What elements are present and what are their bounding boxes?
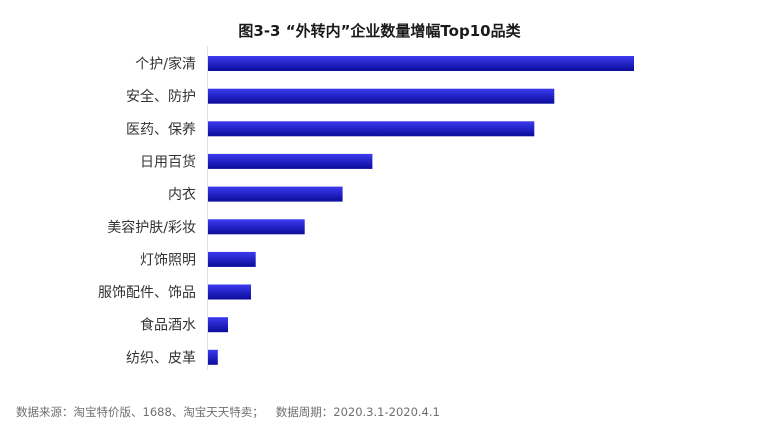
bar [208,88,555,104]
category-label: 美容护肤/彩妆 [107,219,196,236]
bar [208,349,218,365]
category-label: 医药、保养 [126,122,196,138]
footnote: 数据来源：淘宝特价版、1688、淘宝天天特卖； 数据周期：2020.3.1-202… [16,404,440,420]
category-label: 灯饰照明 [140,252,196,268]
chart-title: 图3-3 “外转内”企业数量增幅Top10品类 [238,22,521,40]
category-label: 个护/家清 [135,56,196,73]
category-labels-layer: 个护/家清安全、防护医药、保养日用百货内衣美容护肤/彩妆灯饰照明服饰配件、饰品食… [98,56,196,367]
footnote-source: 数据来源：淘宝特价版、1688、淘宝天天特卖； [16,405,264,419]
footnote-period: 数据周期：2020.3.1-2020.4.1 [275,405,440,419]
category-label: 安全、防护 [126,88,196,105]
category-label: 日用百货 [140,153,196,170]
bar [208,153,373,169]
bar [208,317,228,333]
category-label: 食品酒水 [140,317,196,334]
category-label: 服饰配件、饰品 [98,285,196,301]
category-label: 纺织、皮革 [126,350,196,366]
bar [208,186,343,202]
bar [208,284,251,300]
bar [208,56,634,71]
category-label: 内衣 [168,187,196,203]
bar [208,219,305,235]
bar [208,121,535,137]
bars-layer [208,56,634,365]
bar [208,251,256,267]
